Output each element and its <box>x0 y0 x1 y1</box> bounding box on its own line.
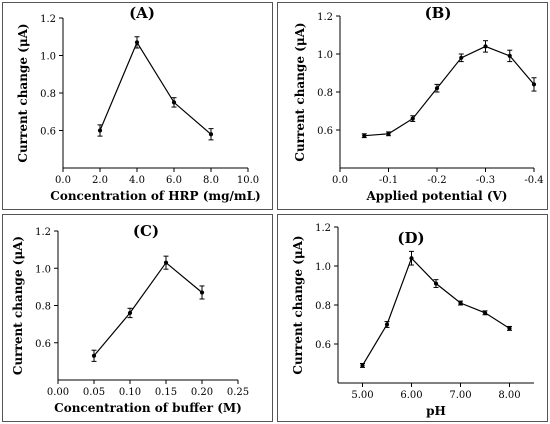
y-axis-label-c: Current change (μA) <box>11 236 25 375</box>
data-point-d <box>433 281 439 286</box>
y-tick-label-a: 0.6 <box>40 127 56 138</box>
y-tick-label-d: 0.6 <box>315 340 331 351</box>
x-tick-label-c: 0.00 <box>47 387 69 398</box>
data-point-b <box>362 133 367 138</box>
data-point-b <box>531 82 537 87</box>
y-tick-label-d: 0.8 <box>315 301 331 312</box>
x-tick-label-c: 0.25 <box>227 387 249 398</box>
x-axis-label-b: Applied potential (V) <box>366 189 508 203</box>
x-tick-label-a: 10.0 <box>237 175 259 186</box>
y-tick-label-b: 0.8 <box>317 88 333 99</box>
chart-title-a: (A) <box>129 4 155 22</box>
data-point-b <box>483 44 488 49</box>
x-tick-label-b: -0.4 <box>524 175 543 186</box>
x-tick-label-a: 2.0 <box>92 175 108 186</box>
y-tick-label-c: 1.0 <box>35 264 51 275</box>
y-tick-label-a: 1.0 <box>40 52 56 63</box>
y-tick-label-c: 0.8 <box>35 302 51 313</box>
data-point-d <box>482 310 488 315</box>
data-point-d <box>507 326 512 331</box>
x-tick-label-d: 6.00 <box>400 390 422 401</box>
x-tick-label-c: 0.15 <box>155 387 177 398</box>
y-tick-label-a: 1.2 <box>40 14 56 25</box>
data-point-c <box>91 353 97 358</box>
data-point-d <box>360 363 365 368</box>
data-point-d <box>458 300 463 306</box>
x-axis-label-c: Concentration of buffer (M) <box>54 401 242 415</box>
x-tick-label-d: 8.00 <box>498 390 520 401</box>
x-tick-label-c: 0.05 <box>83 387 105 398</box>
data-point-c <box>163 260 169 265</box>
data-point-b <box>386 131 391 136</box>
panel-c <box>2 214 273 422</box>
y-axis-label-a: Current change (μA) <box>16 23 30 162</box>
series-line-c <box>93 261 203 357</box>
x-tick-label-c: 0.20 <box>191 387 213 398</box>
data-point-d <box>409 256 414 261</box>
series-line-a <box>99 41 212 135</box>
y-tick-label-d: 1.0 <box>315 262 331 273</box>
x-tick-label-c: 0.10 <box>119 387 141 398</box>
data-point-d <box>384 322 390 327</box>
chart-title-c: (C) <box>133 222 159 240</box>
y-axis-label-b: Current change (μA) <box>293 22 307 161</box>
series-line-d <box>361 257 510 366</box>
data-point-a <box>97 128 103 133</box>
x-tick-label-a: 6.0 <box>166 175 182 186</box>
x-axis-label-a: Concentration of HRP (mg/mL) <box>50 189 260 203</box>
data-point-b <box>507 53 512 59</box>
data-point-a <box>134 40 140 45</box>
data-point-a <box>208 132 214 137</box>
x-tick-label-a: 8.0 <box>203 175 219 186</box>
x-tick-label-a: 0.0 <box>55 175 71 186</box>
data-point-b <box>410 116 415 121</box>
y-tick-label-d: 1.2 <box>315 223 331 234</box>
y-tick-label-b: 0.6 <box>317 126 333 137</box>
panel-b <box>277 2 548 210</box>
data-point-a <box>171 100 177 105</box>
x-tick-label-a: 4.0 <box>129 175 145 186</box>
chart-title-d: (D) <box>397 229 424 247</box>
data-point-c <box>127 310 133 316</box>
x-tick-label-b: -0.1 <box>379 175 398 186</box>
y-tick-label-a: 0.8 <box>40 89 56 100</box>
data-point-c <box>199 290 205 295</box>
x-tick-label-d: 7.00 <box>449 390 471 401</box>
x-tick-label-d: 5.00 <box>351 390 373 401</box>
x-axis-label-d: pH <box>426 404 446 418</box>
y-axis-label-d: Current change (μA) <box>291 235 305 374</box>
data-point-b <box>459 55 464 60</box>
y-tick-label-b: 1.2 <box>317 12 333 23</box>
y-tick-label-c: 1.2 <box>35 227 51 238</box>
x-tick-label-b: -0.2 <box>427 175 446 186</box>
panel-d <box>277 214 548 422</box>
x-tick-label-b: -0.3 <box>476 175 495 186</box>
y-tick-label-c: 0.6 <box>35 339 51 350</box>
y-tick-label-b: 1.0 <box>317 50 333 61</box>
x-tick-label-b: 0.0 <box>332 175 348 186</box>
chart-title-b: (B) <box>425 4 452 22</box>
data-point-b <box>434 86 440 91</box>
series-line-b <box>364 45 535 137</box>
